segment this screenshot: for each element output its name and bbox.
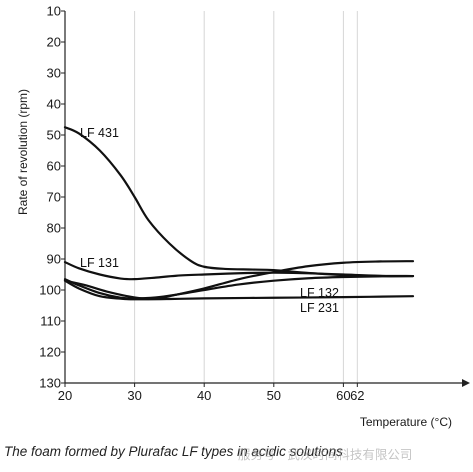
y-tick-label-110: 110 (40, 314, 61, 329)
y-tick-label-30: 30 (47, 66, 61, 81)
y-tick-label-120: 120 (39, 345, 61, 360)
y-tick-label-20: 20 (47, 35, 61, 50)
y-tick-label-70: 70 (47, 190, 61, 205)
y-axis-title: Rate of revolution (rpm) (16, 89, 30, 215)
y-tick-label-50: 50 (47, 128, 61, 143)
figure-caption: The foam formed by Plurafac LF types in … (4, 444, 343, 459)
x-tick-label-20: 20 (58, 388, 72, 403)
series-label-lf-131: LF 131 (80, 256, 119, 270)
series-line-lf-131 (63, 261, 415, 281)
y-tick-label-80: 80 (47, 221, 61, 236)
watermark: 服务号 · 武汉时间科技有限公司 (238, 447, 413, 462)
series-label-lf-431: LF 431 (80, 126, 119, 140)
y-tick-label-60: 60 (47, 159, 61, 174)
x-axis-arrow-icon (462, 379, 470, 387)
y-tick-label-10: 10 (47, 4, 61, 19)
series-label-lf-132: LF 132 (300, 286, 339, 300)
y-tick-label-40: 40 (47, 97, 61, 112)
series-lines (63, 126, 415, 301)
x-tick-label-40: 40 (197, 388, 211, 403)
x-tick-label-30: 30 (127, 388, 141, 403)
series-label-lf-231: LF 231 (300, 301, 339, 315)
y-tick-label-100: 100 (39, 283, 61, 298)
axes (64, 11, 470, 387)
series-line-unlabeled-4 (63, 260, 415, 300)
y-tick-label-90: 90 (47, 252, 61, 267)
x-tick-label-60: 60 (336, 388, 350, 403)
x-tick-label-62: 62 (350, 388, 364, 403)
y-tick-label-130: 130 (39, 376, 61, 391)
series-line-lf-431 (63, 126, 415, 278)
x-axis-title: Temperature (°C) (360, 415, 452, 429)
grid (134, 11, 358, 383)
x-tick-label-50: 50 (267, 388, 281, 403)
